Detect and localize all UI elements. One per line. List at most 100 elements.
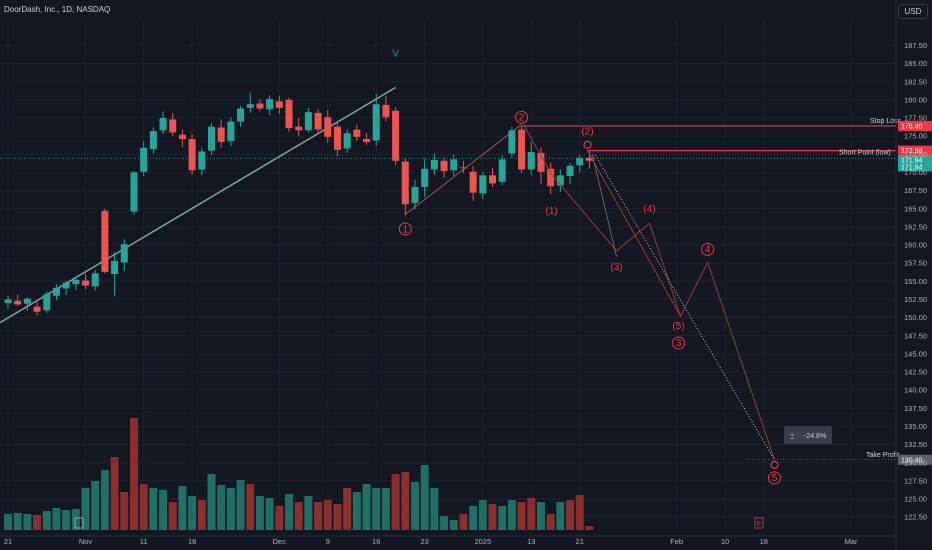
candle-body <box>489 175 496 184</box>
price-tick-label: 150.00 <box>904 313 927 322</box>
volume-bar <box>246 484 255 530</box>
volume-bar <box>323 500 332 530</box>
wave-label-circle <box>672 336 686 350</box>
volume-bar <box>536 502 545 530</box>
candle-body <box>450 159 458 171</box>
volume-bar <box>33 515 42 530</box>
volume-bar <box>285 494 294 530</box>
time-tick-label: 18 <box>760 537 768 546</box>
target-marker <box>770 460 779 469</box>
volume-bar <box>391 474 400 530</box>
short-point-tag-text: 172.98 <box>901 148 923 155</box>
volume-bar <box>265 498 274 530</box>
time-tick-label: 9 <box>326 537 330 546</box>
candle-body <box>198 151 206 170</box>
candle-body <box>333 126 341 150</box>
time-tick-label: 2025 <box>474 537 491 546</box>
volume-bar <box>110 457 119 530</box>
wave-label: (1) <box>545 206 557 217</box>
price-tick-label: 167.50 <box>904 186 927 195</box>
volume-bar <box>362 484 371 530</box>
price-axis[interactable]: 122.50 125.00 127.50 130.00 132.50 135.00 137.… <box>895 0 927 550</box>
current-price-tag-extra: 171.94 <box>901 164 923 171</box>
candle-body <box>411 186 419 203</box>
measure-label: -24.8% <box>804 433 826 440</box>
time-tick-label: 21 <box>4 537 12 546</box>
wave-label-circle <box>515 110 529 124</box>
volume-bar <box>478 500 487 530</box>
time-tick-label: 23 <box>420 537 428 546</box>
earnings-marker-icon <box>754 517 764 529</box>
volume-bar <box>546 514 555 530</box>
candle-body <box>207 126 215 151</box>
price-tick-label: 145.00 <box>904 349 927 358</box>
time-axis[interactable]: 21 Nov 11 18 Dec 9 16 23 2025 13 21 Feb 10 18 Mar E <box>0 517 896 546</box>
projection-gray-line <box>591 154 617 257</box>
candle-body <box>23 298 31 304</box>
candle-body <box>392 110 400 161</box>
measure-icon: ⌶ <box>790 434 794 441</box>
volume-bar <box>236 480 245 530</box>
take-profit-label: Take Profit <box>866 452 899 459</box>
price-tick-label: 177.50 <box>904 114 927 123</box>
price-tick-label: 162.50 <box>904 222 927 231</box>
wave-label: (5) <box>672 321 684 332</box>
wave-label-circle <box>701 242 715 256</box>
price-tick-label: 182.50 <box>904 77 927 86</box>
candle-body <box>237 108 245 122</box>
currency-button[interactable]: USD <box>898 4 928 19</box>
volume-bar <box>91 481 100 530</box>
candle-body <box>508 130 516 154</box>
candle-body <box>62 282 70 289</box>
candle-body <box>440 160 448 171</box>
price-tick-label: 127.50 <box>904 476 927 485</box>
price-tick-label: 170.00 <box>904 168 927 177</box>
volume-bar <box>71 509 80 530</box>
candle-body <box>469 171 477 193</box>
price-tick-label: 175.00 <box>904 132 927 141</box>
volume-bar <box>168 502 177 530</box>
wave-label: (3) <box>610 262 622 273</box>
candle-body <box>576 157 584 166</box>
price-tick-label: 137.50 <box>904 404 927 413</box>
candle-body <box>382 104 390 118</box>
price-tick-label: 165.00 <box>904 204 927 213</box>
wave-label: 4 <box>705 245 711 256</box>
candle-body <box>547 168 555 187</box>
price-tick-label: 135.00 <box>904 422 927 431</box>
volume-bar <box>372 488 381 530</box>
volume-bar <box>294 502 303 530</box>
price-tick-label: 125.00 <box>904 495 927 504</box>
candle-body <box>537 152 545 172</box>
current-price-tag-text: 171.94 <box>901 157 923 164</box>
wave-label-circle <box>767 471 781 485</box>
volume-bar <box>217 485 226 530</box>
price-tick-label: 122.50 <box>904 513 927 522</box>
time-tick-label: 18 <box>188 537 196 546</box>
candlesticks <box>4 92 593 316</box>
volume-bar <box>4 514 12 530</box>
chart-title: DoorDash, Inc., 1D, NASDAQ <box>4 5 111 14</box>
candle-body <box>178 134 186 140</box>
candle-body <box>479 175 487 194</box>
short-point-label: Short Point (low) <box>839 150 891 157</box>
event-marker-icon <box>74 517 84 529</box>
time-tick-label: 10 <box>721 537 729 546</box>
candle-body <box>585 157 593 161</box>
candle-body <box>4 299 12 304</box>
volume-bar <box>81 488 90 530</box>
candle-body <box>498 159 506 182</box>
candle-body <box>256 103 264 109</box>
candle-body <box>246 104 254 108</box>
candle-body <box>43 294 51 311</box>
volume-bar <box>488 504 497 530</box>
candle-body <box>52 287 60 296</box>
volume-bar <box>120 492 129 530</box>
volume-bar <box>255 496 264 530</box>
projection-dotted-line <box>594 154 775 461</box>
price-tick-label: 147.50 <box>904 331 927 340</box>
price-tick-label: 155.00 <box>904 277 927 286</box>
candle-body <box>401 161 409 205</box>
candle-body <box>266 99 274 110</box>
